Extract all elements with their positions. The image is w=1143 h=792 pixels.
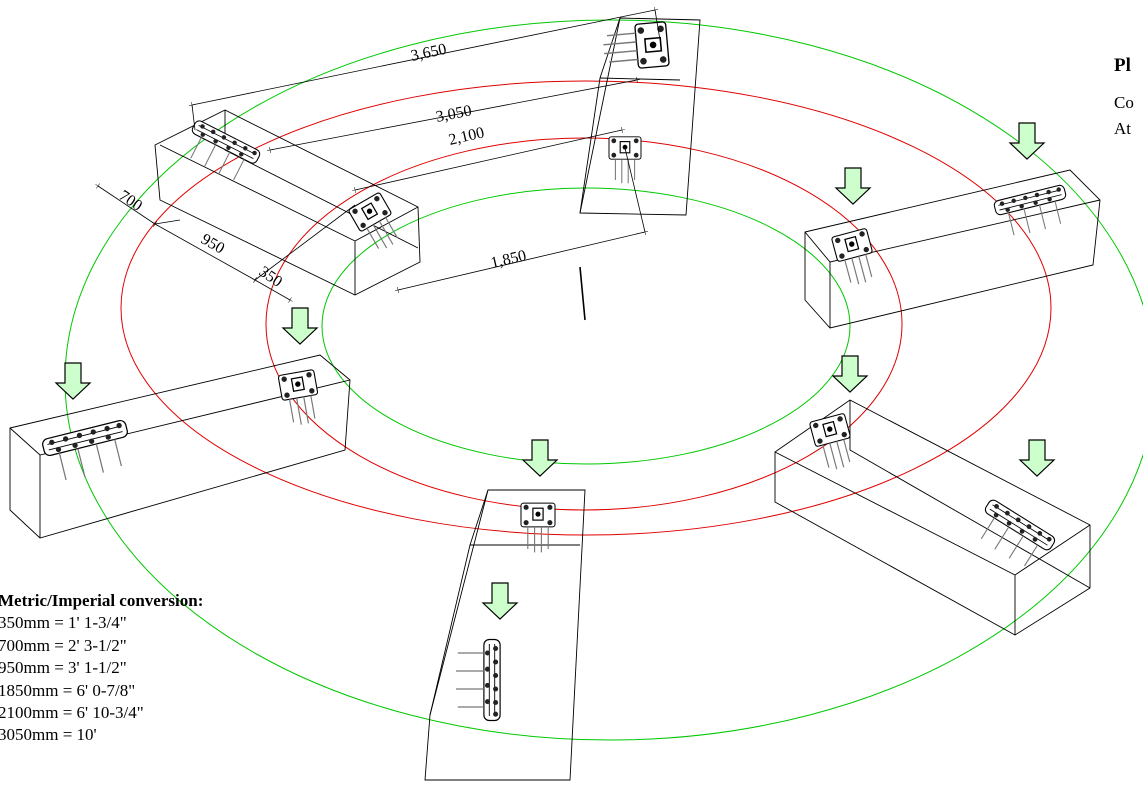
conversion-table: Metric/Imperial conversion: 350mm = 1' 1… (0, 590, 203, 747)
anchor-plate-top-upper (601, 20, 671, 72)
anchor-plate-top-lower (608, 136, 642, 184)
load-arrow-left (55, 362, 91, 400)
anchor-plate-right-upper-small (830, 227, 881, 289)
load-arrow-right-upper (835, 167, 871, 205)
side-panel-line-2: At (1114, 119, 1131, 138)
dimension-line-2100 (351, 126, 626, 194)
dimension-label-2100: 2,100 (447, 124, 486, 149)
dimension-line-700 (95, 183, 158, 227)
dimension-label-700: 700 (116, 187, 145, 215)
conversion-row: 3050mm = 10' (0, 725, 97, 745)
anchor-plate-upper-left-small (347, 191, 407, 256)
dimension-label-3050: 3,050 (435, 102, 474, 126)
footing-block-bottom (424, 489, 586, 781)
conversion-title: Metric/Imperial conversion: (0, 591, 204, 610)
outer-ring-green (64, 19, 1143, 741)
anchor-plate-left-long (40, 418, 137, 486)
dimension-label-950: 950 (198, 231, 227, 258)
center-post (579, 266, 586, 321)
anchor-plate-left-small (277, 368, 324, 428)
dimension-label-3650: 3,650 (409, 41, 448, 65)
anchor-plate-right-upper-long (992, 183, 1074, 241)
load-arrow-bottom-lower (482, 582, 518, 620)
dimension-label-1850: 1,850 (489, 247, 528, 272)
load-arrow-right-mid (832, 355, 868, 393)
dimension-line-950 (152, 221, 258, 283)
load-arrow-bottom-upper (522, 439, 558, 477)
anchor-plate-bottom-long (455, 638, 501, 722)
footing-block-left (9, 354, 351, 539)
dimension-line-350 (252, 277, 293, 303)
conversion-row: 700mm = 2' 3-1/2" (0, 635, 127, 655)
anchor-plate-upper-left-long (178, 118, 262, 188)
side-panel-line-1: Co (1114, 93, 1134, 112)
dimension-line-1850 (394, 228, 649, 294)
footing-block-right-lower (774, 399, 1091, 636)
conversion-row: 2100mm = 6' 10-3/4" (0, 703, 144, 723)
footing-block-upper-left (154, 109, 421, 296)
inner-ring-green (321, 187, 851, 465)
side-panel-title: Pl (1114, 55, 1131, 76)
load-arrow-right-lower (1019, 439, 1055, 477)
conversion-row: 350mm = 1' 1-3/4" (0, 613, 127, 633)
load-arrow-upper-left (282, 307, 318, 345)
conversion-row: 1850mm = 6' 0-7/8" (0, 680, 136, 700)
load-arrow-top-right (1009, 122, 1045, 160)
outer-ring-red (120, 80, 1052, 536)
dimension-line-3050 (266, 76, 641, 154)
conversion-row: 950mm = 3' 1-1/2" (0, 658, 127, 678)
anchor-plate-right-lower-long (968, 497, 1058, 575)
